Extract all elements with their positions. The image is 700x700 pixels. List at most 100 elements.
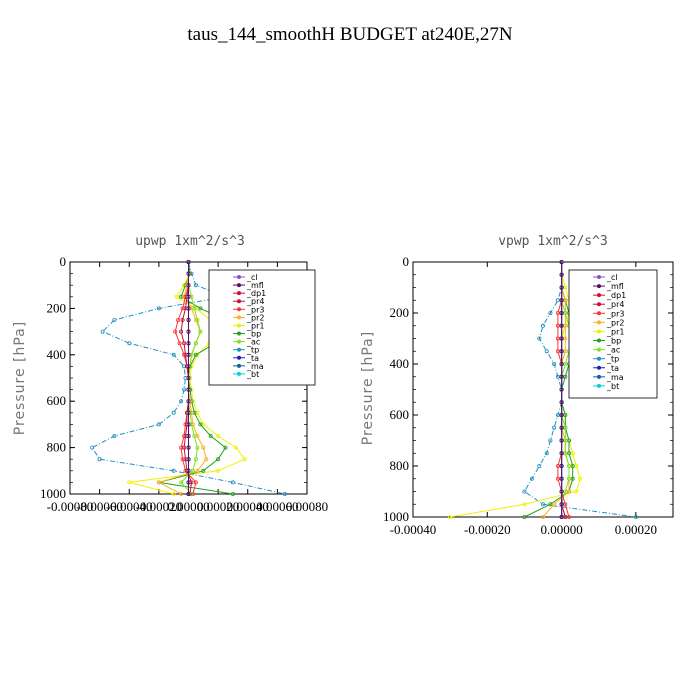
- legend-marker-pr1: [237, 323, 241, 328]
- data-point-tp: [537, 463, 542, 468]
- legend-label-mfl: _mfl: [246, 281, 264, 290]
- data-point-ac: [563, 451, 568, 456]
- data-point-tp: [156, 306, 161, 311]
- legend-marker-pr3: [597, 311, 601, 316]
- data-point-pr2: [563, 349, 568, 354]
- legend-label-pr2: _pr2: [246, 313, 264, 322]
- legend-label-ac: _ac: [606, 346, 620, 355]
- legend-marker-mfl: [237, 283, 241, 288]
- data-point-tp: [112, 433, 117, 438]
- data-point-bp: [223, 445, 228, 450]
- data-point-bp: [567, 451, 572, 456]
- legend-upwp: _cl_mfl_dp1_pr4_pr3_pr2_pr1_bp_ac_tp_ta_…: [208, 269, 316, 386]
- legend-label-bp: _bp: [606, 337, 621, 346]
- legend-box: [208, 269, 316, 386]
- plot-area-upwp: 0 200 400 600 800 1000-0.00080-0.00060-0.0004…: [40, 254, 328, 514]
- data-point-pr1: [171, 491, 176, 496]
- data-point-mfl: [559, 463, 564, 468]
- data-point-bp: [208, 433, 213, 438]
- legend-marker-pr4: [597, 302, 601, 307]
- data-point-ac: [567, 463, 572, 468]
- legend-label-pr3: _pr3: [246, 305, 264, 314]
- legend-marker-pr2: [597, 320, 601, 325]
- data-point-tp: [537, 336, 542, 341]
- data-point-mfl: [559, 361, 564, 366]
- y-tick-label: 400: [47, 347, 67, 362]
- y-tick-label: 200: [390, 305, 410, 320]
- data-point-mfl: [559, 425, 564, 430]
- legend-label-ma: _ma: [606, 373, 624, 382]
- data-point-mfl: [559, 502, 564, 507]
- data-point-mfl: [186, 480, 191, 485]
- data-point-pr2: [179, 491, 184, 496]
- legend-vpwp: _cl_mfl_dp1_pr4_pr3_pr2_pr1_bp_ac_tp_ta_…: [568, 269, 658, 399]
- legend-marker-dp1: [597, 293, 601, 298]
- legend-label-pr1: _pr1: [606, 327, 624, 336]
- legend-label-ta: _ta: [606, 364, 619, 373]
- data-point-bp: [522, 515, 527, 520]
- legend-label-tp: _tp: [606, 355, 619, 364]
- legend-marker-cl: [237, 275, 241, 279]
- y-tick-label: 400: [390, 356, 410, 371]
- legend-label-ac: _ac: [246, 338, 260, 347]
- data-point-pr2: [563, 298, 568, 303]
- data-point-mfl: [559, 438, 564, 443]
- data-point-pr1: [216, 468, 221, 473]
- data-point-pr3: [193, 480, 198, 485]
- data-point-mfl: [559, 272, 564, 277]
- legend-marker-dp1: [237, 291, 241, 296]
- data-point-pr1: [574, 463, 579, 468]
- data-point-mfl: [186, 271, 191, 276]
- legend-marker-cl: [597, 275, 601, 279]
- data-point-tp: [555, 374, 560, 379]
- data-point-mfl: [559, 400, 564, 405]
- data-point-tp: [552, 361, 557, 366]
- data-point-pr2: [567, 489, 572, 494]
- data-point-mfl: [559, 489, 564, 494]
- legend-label-bt: _bt: [606, 382, 619, 391]
- data-point-tp: [633, 515, 638, 520]
- data-point-mfl: [186, 294, 191, 299]
- legend-marker-mfl: [597, 284, 601, 289]
- data-point-ac: [563, 425, 568, 430]
- data-point-mfl: [186, 329, 191, 334]
- data-point-ac: [192, 433, 197, 438]
- panel-vpwp: vpwp 1xm^2/s^3 Pressure [hPa] 0 200 400 600…: [360, 234, 674, 537]
- data-point-mfl: [186, 468, 191, 473]
- data-point-pr3: [567, 515, 572, 520]
- data-point-tp: [282, 491, 287, 496]
- data-point-bp: [570, 476, 575, 481]
- data-point-pr3: [555, 349, 560, 354]
- data-point-mfl: [186, 457, 191, 462]
- data-point-tp: [230, 480, 235, 485]
- legend-label-ma: _ma: [246, 362, 264, 371]
- data-point-tp: [171, 410, 176, 415]
- legend-marker-ac: [237, 339, 241, 344]
- x-tick-label: -0.00020: [136, 499, 183, 514]
- data-point-ac: [563, 310, 568, 315]
- data-point-mfl: [186, 352, 191, 357]
- legend-label-pr4: _pr4: [606, 300, 624, 309]
- data-point-bp: [563, 374, 568, 379]
- data-point-tp: [544, 349, 549, 354]
- data-point-bp: [193, 352, 198, 357]
- y-tick-label: 800: [47, 440, 67, 455]
- data-point-tp: [548, 438, 553, 443]
- data-point-mfl: [559, 285, 564, 290]
- data-point-tp: [127, 341, 132, 346]
- legend-marker-tp: [597, 356, 601, 361]
- legend-marker-bt: [237, 371, 241, 376]
- legend-marker-ac: [597, 347, 601, 352]
- data-point-pr1: [242, 457, 247, 462]
- data-point-mfl: [186, 491, 191, 496]
- legend-marker-bp: [237, 331, 241, 336]
- legend-label-pr3: _pr3: [606, 309, 624, 318]
- data-point-ac: [563, 361, 568, 366]
- data-point-pr4: [563, 515, 568, 520]
- data-point-pr1: [522, 502, 527, 507]
- data-point-pr2: [563, 323, 568, 328]
- data-point-tp: [529, 476, 534, 481]
- data-point-mfl: [186, 283, 191, 288]
- data-point-pr1: [578, 476, 583, 481]
- legend-label-pr4: _pr4: [246, 297, 264, 306]
